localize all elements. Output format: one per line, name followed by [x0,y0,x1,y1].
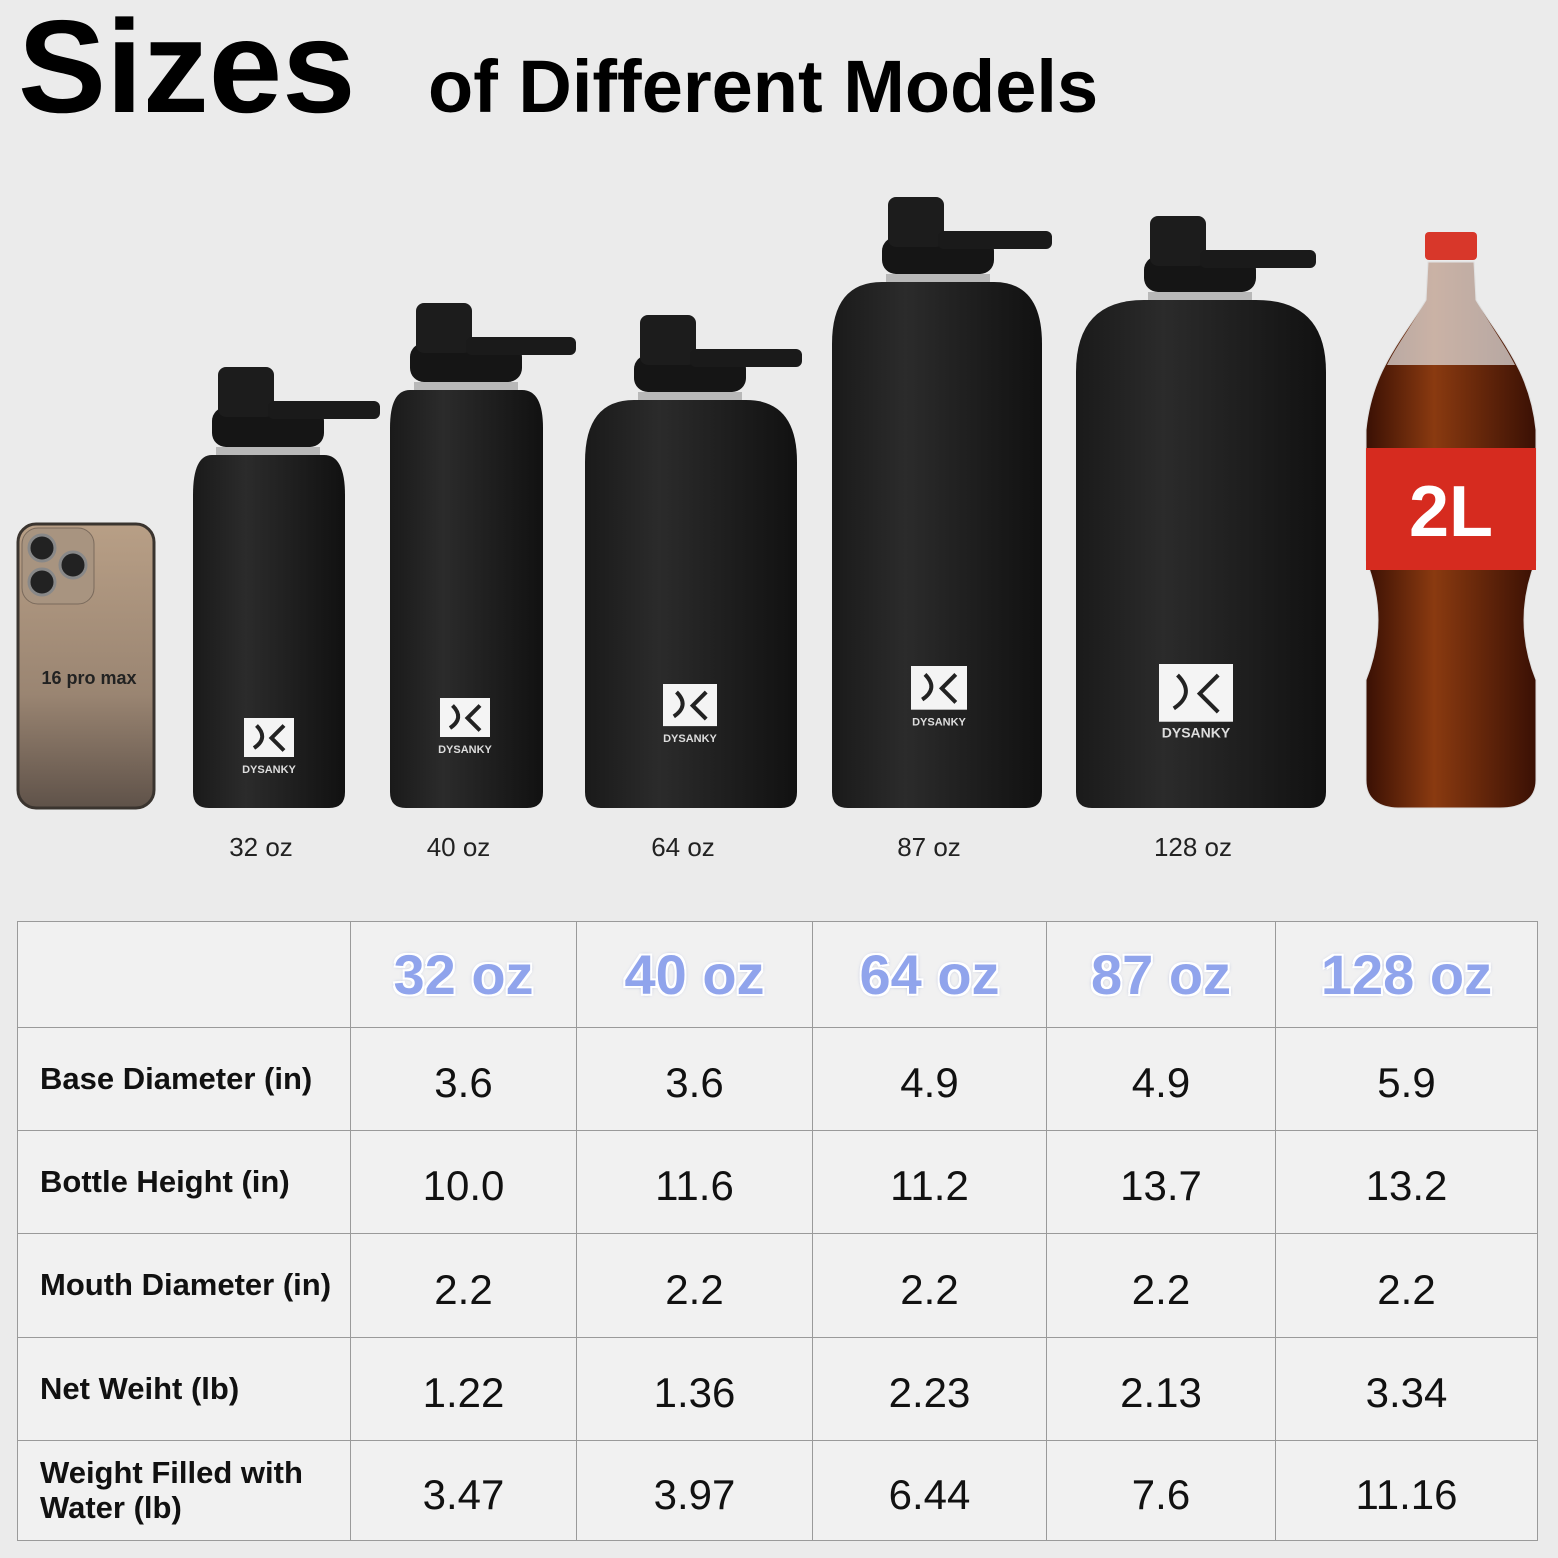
bottle-brand: DYSANKY [438,744,492,756]
cap-handle [938,231,1052,249]
table-value: 2.2 [813,1234,1047,1338]
row-label: Base Diameter (in) [17,1028,351,1131]
bottle-ring [216,447,320,455]
table-value: 4.9 [1047,1028,1276,1131]
table-value: 13.2 [1276,1131,1538,1234]
table-value: 6.44 [813,1441,1047,1541]
bottle-logo [663,684,717,727]
illustration: Sizes of Different Models 16 pro max 2L … [16,0,1537,862]
table-value: 11.2 [813,1131,1047,1234]
cap-knob [1150,216,1206,266]
title-big: Sizes [18,0,356,140]
cap-knob [218,367,274,417]
column-header: 40 oz [577,921,813,1028]
bottle-body [390,390,543,808]
table-value: 13.7 [1047,1131,1276,1234]
bottle-ring [1148,292,1252,300]
table-value: 2.2 [351,1234,577,1338]
bottle: DYSANKY [390,303,576,808]
bottle-size-label: 40 oz [427,832,491,862]
table-value: 3.6 [351,1028,577,1131]
column-header: 87 oz [1047,921,1276,1028]
table-value: 3.6 [577,1028,813,1131]
bottle: DYSANKY [1076,216,1326,808]
column-header: 64 oz [813,921,1047,1028]
table-value: 11.16 [1276,1441,1538,1541]
bottle-body [1076,300,1326,808]
bottle: DYSANKY [585,315,802,808]
bottle-body [193,455,345,808]
column-header: 128 oz [1276,921,1538,1028]
table-value: 11.6 [577,1131,813,1234]
row-label: Mouth Diameter (in) [17,1234,351,1338]
table-value: 1.22 [351,1338,577,1441]
soda-bottle: 2L [1365,232,1537,809]
bottle-size-label: 128 oz [1154,832,1232,862]
bottle-logo-mark [448,704,482,732]
bottle-logo [911,666,967,710]
bottle-size-label: 64 oz [651,832,715,862]
cap-handle [690,349,802,367]
bottle-brand: DYSANKY [663,733,717,745]
bottle-size-label: 87 oz [897,832,961,862]
table-value: 3.97 [577,1441,813,1541]
cap-knob [888,197,944,247]
title-rest: of Different Models [428,45,1098,128]
bottle-brand: DYSANKY [1162,725,1231,741]
table-value: 7.6 [1047,1441,1276,1541]
table-value: 2.13 [1047,1338,1276,1441]
cap-handle [1200,250,1316,268]
bottle-ring [638,392,742,400]
table-value: 2.2 [577,1234,813,1338]
bottle-body [585,400,797,808]
row-label: Net Weiht (lb) [17,1338,351,1441]
bottle-logo [440,698,490,737]
cap-knob [416,303,472,353]
bottle-body [832,282,1042,808]
table-value: 5.9 [1276,1028,1538,1131]
bottle: DYSANKY [193,367,380,808]
table-value: 10.0 [351,1131,577,1234]
bottle-ring [886,274,990,282]
cap-handle [268,401,380,419]
table-value: 2.2 [1047,1234,1276,1338]
bottle-size-label: 32 oz [229,832,293,862]
phone: 16 pro max [16,522,156,810]
bottle-logo-mark [1172,673,1220,714]
cap-handle [466,337,576,355]
bottle-ring [414,382,518,390]
bottle-logo [244,718,294,757]
bottle-logo [1159,664,1233,722]
table-value: 3.47 [351,1441,577,1541]
table-value: 3.34 [1276,1338,1538,1441]
table-corner [17,921,351,1028]
table-value: 2.23 [813,1338,1047,1441]
bottle-logo-mark [921,672,958,704]
bottle-logo-mark [252,724,286,752]
table-value: 2.2 [1276,1234,1538,1338]
bottle: DYSANKY [832,197,1052,808]
row-label: Bottle Height (in) [17,1131,351,1234]
cap-knob [640,315,696,365]
soda-label: 2L [1409,472,1493,552]
table-value: 1.36 [577,1338,813,1441]
row-label: Weight Filled with Water (lb) [17,1441,351,1541]
bottle-brand: DYSANKY [912,717,966,729]
column-header: 32 oz [351,921,577,1028]
bottle-logo-mark [672,690,708,721]
bottle-brand: DYSANKY [242,764,296,776]
table-value: 4.9 [813,1028,1047,1131]
phone-label: 16 pro max [41,668,136,688]
